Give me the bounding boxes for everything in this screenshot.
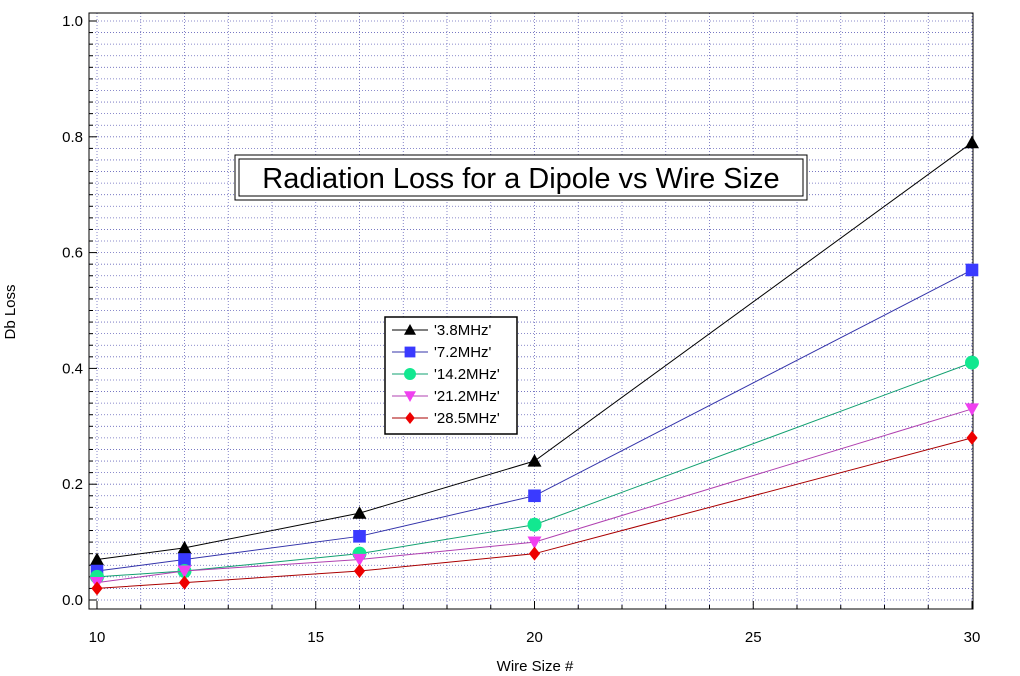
data-point xyxy=(177,565,192,579)
data-point xyxy=(177,540,192,554)
legend-marker xyxy=(404,391,416,402)
x-tick-label: 25 xyxy=(745,629,762,646)
data-point xyxy=(353,564,366,579)
series-1 xyxy=(90,135,979,566)
y-axis-title: Db Loss xyxy=(2,284,19,339)
y-tick-label: 0.0 xyxy=(62,592,83,609)
y-tick-label: 1.0 xyxy=(62,13,83,30)
legend-label: '14.2MHz' xyxy=(434,366,500,383)
data-point xyxy=(965,135,979,149)
chart-title: Radiation Loss for a Dipole vs Wire Size xyxy=(262,163,779,195)
chart-title-box: Radiation Loss for a Dipole vs Wire Size xyxy=(234,154,808,201)
data-point xyxy=(527,454,542,467)
x-axis-title: Wire Size # xyxy=(497,658,574,675)
legend-marker xyxy=(404,324,416,335)
legend-marker xyxy=(404,368,416,380)
legend-label: '7.2MHz' xyxy=(434,344,492,361)
data-point xyxy=(91,581,103,596)
legend-marker xyxy=(405,412,415,424)
data-point xyxy=(352,506,367,519)
data-point xyxy=(527,536,542,550)
x-tick-label: 20 xyxy=(526,629,543,646)
data-point xyxy=(528,546,541,561)
y-tick-label: 0.4 xyxy=(62,360,83,377)
data-point xyxy=(353,530,366,543)
legend-marker xyxy=(404,346,416,358)
data-point xyxy=(965,403,979,416)
x-tick-label: 10 xyxy=(89,629,106,646)
data-point xyxy=(528,489,541,503)
legend-label: '28.5MHz' xyxy=(434,410,500,427)
data-point xyxy=(178,553,191,566)
data-point xyxy=(966,430,978,445)
series-layer xyxy=(90,135,979,596)
legend-label: '3.8MHz' xyxy=(434,322,492,339)
x-tick-label: 30 xyxy=(964,629,981,646)
data-point xyxy=(178,575,191,590)
axes: 0.0 0.2 0.4 0.6 0.8 1.0 10 15 20 25 30 xyxy=(62,13,980,646)
y-tick-label: 0.6 xyxy=(62,245,83,262)
x-tick-label: 15 xyxy=(307,629,324,646)
y-tick-label: 0.2 xyxy=(62,476,83,493)
series-2 xyxy=(90,263,979,578)
legend: '3.8MHz' '7.2MHz' '14.2MHz' '21.2MHz' '28.5M… xyxy=(384,316,518,435)
data-point xyxy=(352,553,367,567)
series-5 xyxy=(91,430,978,596)
data-point xyxy=(965,263,979,277)
data-point xyxy=(90,552,104,566)
legend-label: '21.2MHz' xyxy=(434,388,500,405)
y-tick-label: 0.8 xyxy=(62,129,83,146)
data-point xyxy=(527,517,542,532)
data-point xyxy=(965,355,979,370)
